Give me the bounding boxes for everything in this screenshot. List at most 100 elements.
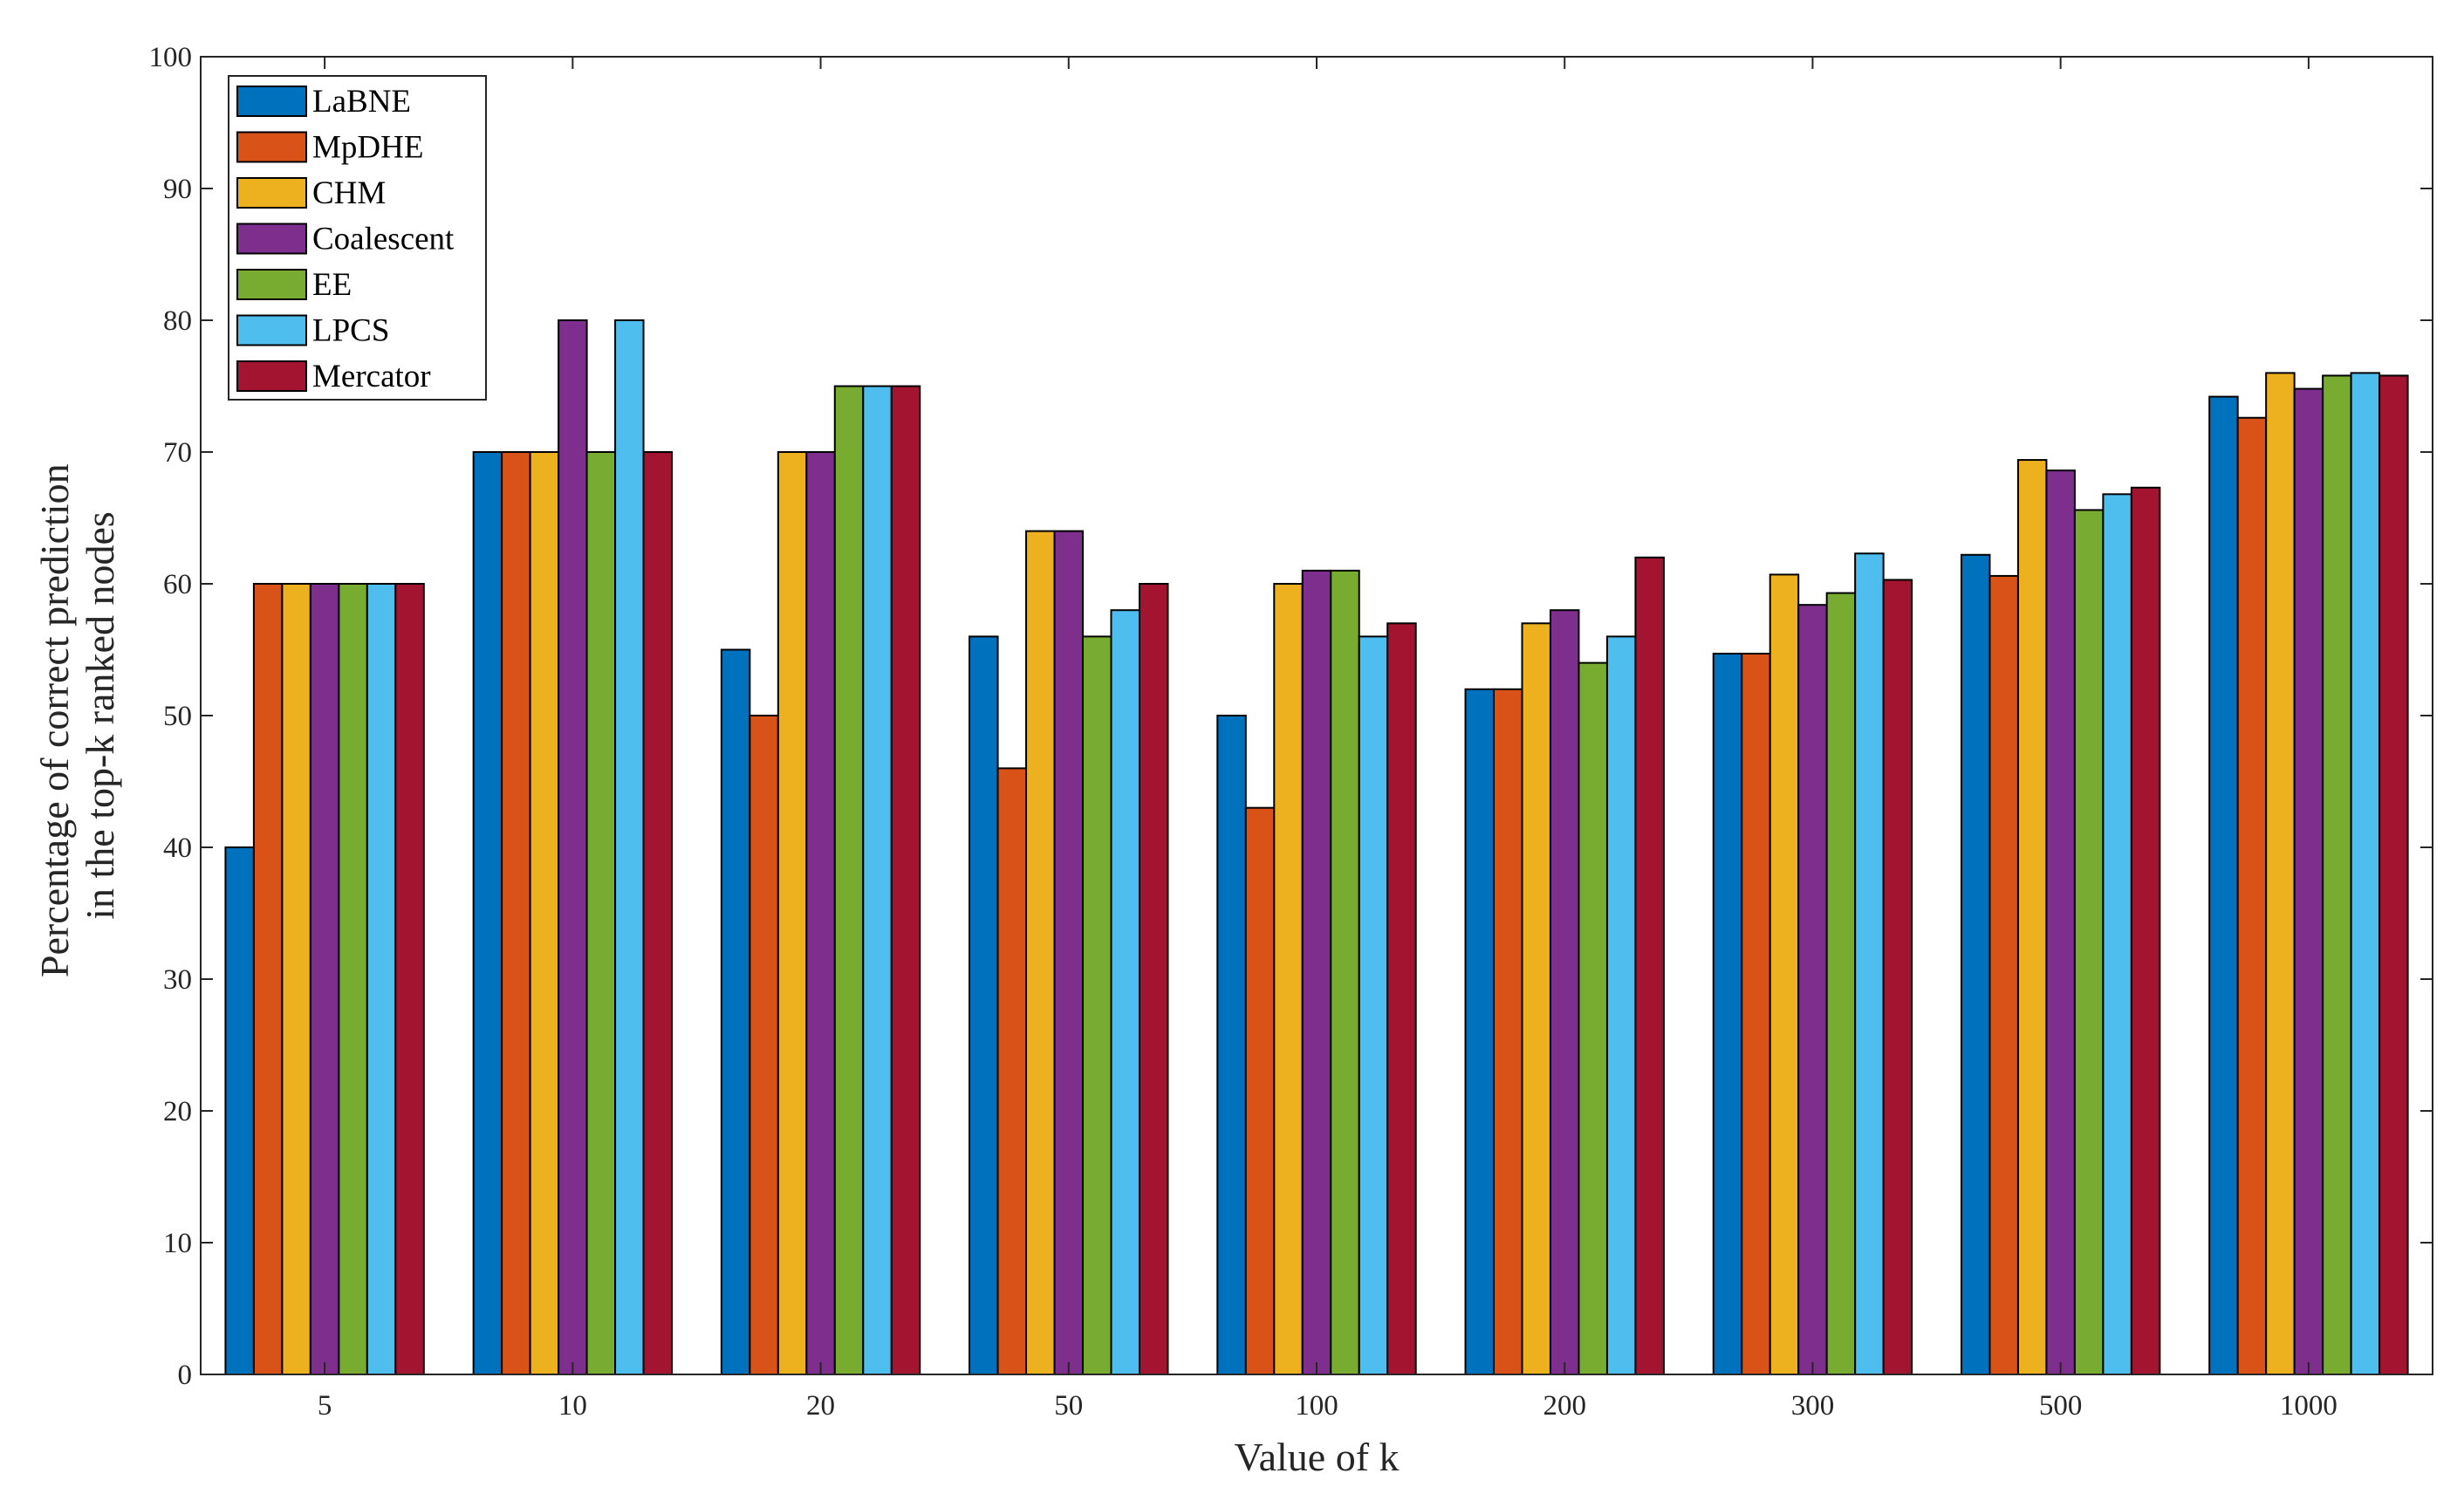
y-tick-label: 10 <box>163 1228 192 1259</box>
legend-label-mpdhe: MpDHE <box>312 130 423 166</box>
bar-ee-100 <box>1330 569 1360 1375</box>
bar-mercator-200 <box>1634 556 1665 1375</box>
legend-label-labne: LaBNE <box>312 84 411 120</box>
x-tick-label: 300 <box>1791 1390 1835 1422</box>
bar-mercator-500 <box>2130 486 2161 1375</box>
legend: LaBNE MpDHE CHM Coalescent EE LPCS Mercator <box>228 75 487 401</box>
bar-ee-500 <box>2073 509 2105 1375</box>
bars <box>224 319 2409 1376</box>
y-tick-label: 60 <box>163 569 192 600</box>
bar-labne-20 <box>720 648 751 1375</box>
bar-mercator-1000 <box>2378 374 2409 1375</box>
bar-labne-5 <box>224 846 255 1375</box>
bar-mpdhe-200 <box>1493 688 1523 1375</box>
y-tick-label: 70 <box>163 437 192 469</box>
legend-label-coalescent: Coalescent <box>312 222 455 257</box>
y-axis-label-line-1: Percentage of correct prediction <box>32 463 77 977</box>
bar-chm-5 <box>281 583 311 1375</box>
y-axis-label: Percentage of correct prediction in the … <box>32 454 122 977</box>
bar-chm-200 <box>1521 622 1551 1375</box>
bar-coalescent-200 <box>1549 609 1580 1375</box>
bar-lpcs-10 <box>614 319 645 1375</box>
bar-coalescent-500 <box>2045 469 2076 1375</box>
bar-mpdhe-50 <box>996 767 1028 1375</box>
bar-lpcs-200 <box>1605 635 1637 1375</box>
bar-mercator-10 <box>642 451 674 1375</box>
legend-swatch-labne <box>236 86 307 117</box>
x-tick-label: 5 <box>318 1390 332 1422</box>
legend-swatch-chm <box>236 177 307 209</box>
bar-mercator-20 <box>890 385 921 1375</box>
bar-mpdhe-10 <box>501 451 531 1375</box>
bar-chm-50 <box>1025 530 1056 1375</box>
bar-labne-200 <box>1464 688 1496 1375</box>
bar-mercator-50 <box>1138 583 1169 1375</box>
legend-swatch-lpcs <box>236 314 307 346</box>
bar-lpcs-5 <box>366 583 397 1375</box>
y-tick-label: 30 <box>163 964 192 996</box>
bar-ee-200 <box>1578 661 1608 1375</box>
bar-chm-100 <box>1273 583 1304 1375</box>
bar-coalescent-10 <box>558 319 588 1375</box>
bar-ee-5 <box>338 583 368 1375</box>
bar-lpcs-300 <box>1854 552 1885 1375</box>
y-tick-label: 20 <box>163 1096 192 1127</box>
bar-chm-20 <box>777 451 808 1375</box>
y-tick-label: 100 <box>149 42 193 73</box>
bar-labne-100 <box>1216 715 1247 1375</box>
legend-swatch-ee <box>236 269 307 300</box>
bar-coalescent-300 <box>1797 604 1828 1375</box>
bar-ee-1000 <box>2322 374 2352 1375</box>
y-axis: 0 10 20 30 40 50 60 70 80 90 100 <box>149 42 2433 1391</box>
y-tick-label: 40 <box>163 833 192 864</box>
bar-coalescent-20 <box>805 451 836 1375</box>
x-tick-label: 200 <box>1543 1390 1586 1422</box>
bar-ee-300 <box>1825 592 1857 1375</box>
bar-lpcs-500 <box>2102 493 2132 1375</box>
bar-chm-10 <box>529 451 560 1375</box>
bar-coalescent-100 <box>1301 569 1332 1375</box>
bar-mpdhe-500 <box>1988 574 2019 1375</box>
legend-label-ee: EE <box>312 267 352 303</box>
y-tick-label: 0 <box>178 1360 193 1391</box>
bar-mpdhe-5 <box>252 583 284 1375</box>
bar-ee-20 <box>833 385 865 1375</box>
legend-swatch-mpdhe <box>236 131 307 163</box>
x-axis: 5 10 20 50 100 200 300 500 1000 <box>318 57 2337 1422</box>
y-axis-label-line-2: in the top-k ranked nodes <box>78 511 122 920</box>
x-tick-label: 100 <box>1295 1390 1338 1422</box>
bar-lpcs-20 <box>862 385 893 1375</box>
bar-mercator-100 <box>1386 622 1417 1375</box>
bar-mpdhe-100 <box>1244 806 1276 1375</box>
bar-coalescent-1000 <box>2293 387 2324 1375</box>
x-axis-label: Value of k <box>1234 1435 1399 1479</box>
bar-chm-300 <box>1769 573 1800 1375</box>
bar-lpcs-1000 <box>2350 372 2381 1375</box>
bar-lpcs-50 <box>1110 609 1140 1375</box>
legend-swatch-coalescent <box>236 223 307 255</box>
bar-mpdhe-1000 <box>2236 416 2268 1375</box>
bar-labne-1000 <box>2208 395 2239 1376</box>
y-tick-label: 80 <box>163 305 192 337</box>
bar-chm-1000 <box>2265 372 2296 1375</box>
bar-labne-10 <box>472 451 503 1375</box>
x-tick-label: 50 <box>1054 1390 1083 1422</box>
y-tick-label: 90 <box>163 174 192 205</box>
legend-label-lpcs: LPCS <box>312 313 389 349</box>
bar-mpdhe-20 <box>749 715 779 1375</box>
bar-coalescent-5 <box>309 583 340 1375</box>
bar-chm-500 <box>2016 459 2048 1375</box>
x-tick-label: 10 <box>558 1390 587 1422</box>
y-tick-label: 50 <box>163 701 192 732</box>
bar-mpdhe-300 <box>1741 653 1771 1375</box>
bar-labne-300 <box>1712 653 1743 1375</box>
bar-mercator-300 <box>1882 579 1913 1375</box>
bar-labne-50 <box>968 635 999 1375</box>
bar-mercator-5 <box>394 583 425 1375</box>
x-tick-label: 500 <box>2039 1390 2083 1422</box>
bar-ee-50 <box>1082 635 1112 1375</box>
legend-swatch-mercator <box>236 360 307 392</box>
legend-label-mercator: Mercator <box>312 359 431 394</box>
bar-coalescent-50 <box>1053 530 1085 1375</box>
bar-ee-10 <box>585 451 617 1375</box>
